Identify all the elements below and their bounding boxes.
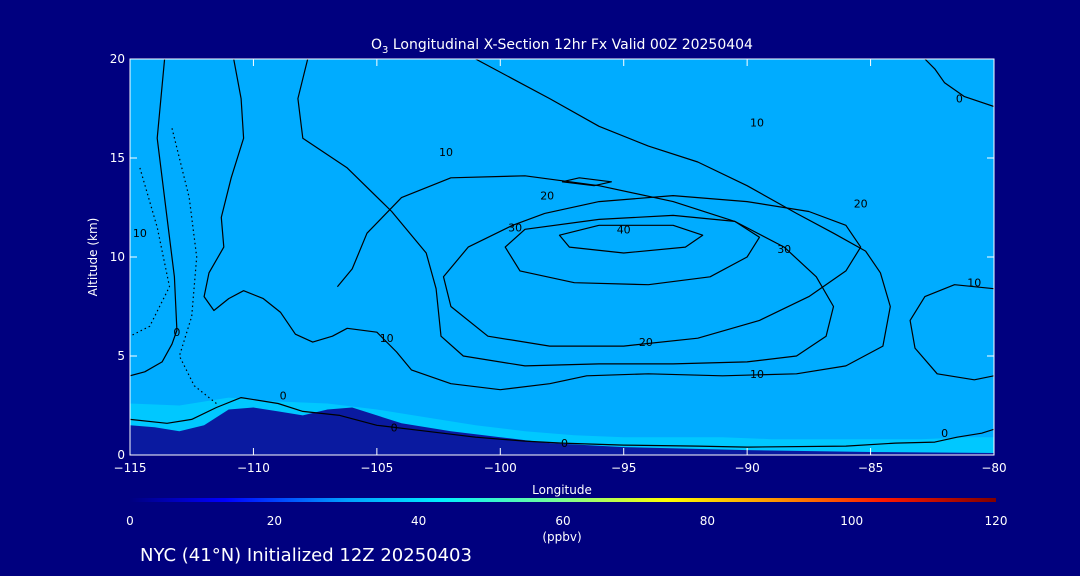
y-tick-label: 10 [110, 250, 125, 264]
footer-initialization-text: NYC (41°N) Initialized 12Z 20250403 [140, 545, 472, 566]
contour-label: 20 [639, 336, 653, 349]
colorbar-unit-label: (ppbv) [542, 530, 581, 544]
contour-label: 10 [750, 368, 764, 381]
contour-label: 0 [280, 390, 287, 403]
colorbar-tick-label: 80 [700, 514, 715, 528]
x-tick-label: −115 [114, 461, 147, 475]
colorbar [130, 498, 996, 502]
y-tick-label: 0 [117, 448, 125, 462]
ozone-concentration-fill [130, 59, 994, 440]
x-tick-label: −90 [734, 461, 759, 475]
ozone-contours [130, 59, 994, 448]
y-tick-label: 15 [110, 151, 125, 165]
x-tick-label: −105 [360, 461, 393, 475]
y-axis-ticks: 0 5 10 15 20 [110, 52, 994, 462]
contour-line [442, 195, 862, 347]
contour-labels: 0 0 0 0 0 0 10 10 10 10 10 10 20 20 20 30 30 40 [133, 93, 981, 451]
contour-label: 0 [391, 421, 398, 434]
y-axis-label: Altitude (km) [86, 218, 100, 297]
colorbar-tick-label: 100 [840, 514, 863, 528]
contour-label: 20 [854, 198, 868, 211]
x-axis-ticks: −115 −110 −105 −100 −95 −90 −85 −80 [114, 59, 1007, 475]
contour-line [558, 224, 704, 254]
contour-line [130, 397, 994, 448]
contour-label: 30 [508, 221, 522, 234]
contour-line [909, 284, 994, 381]
colorbar-tick-label: 20 [267, 514, 282, 528]
contour-line [203, 59, 891, 391]
plot-area: 0 0 0 0 0 0 10 10 10 10 10 10 20 20 20 30 30 40 [130, 59, 994, 455]
colorbar-tick-label: 60 [555, 514, 570, 528]
contour-label: 20 [540, 190, 554, 203]
contour-label: 10 [380, 332, 394, 345]
contour-line [297, 59, 835, 367]
x-axis-label: Longitude [532, 483, 592, 497]
contour-label: 0 [561, 437, 568, 450]
contour-line [561, 177, 613, 187]
contour-line [924, 59, 994, 108]
terrain-surface [130, 407, 994, 455]
colorbar-tick-label: 40 [411, 514, 426, 528]
contour-label: 10 [133, 227, 147, 240]
contour-label: 10 [750, 116, 764, 129]
x-tick-label: −85 [858, 461, 883, 475]
isopleth-band-32 [130, 59, 994, 440]
contour-line-dotted [171, 128, 217, 404]
contour-line-dotted [130, 167, 171, 337]
y-tick-label: 20 [110, 52, 125, 66]
contour-label: 0 [941, 427, 948, 440]
contour-label: 0 [173, 326, 180, 339]
chart-title: O3 Longitudinal X-Section 12hr Fx Valid … [371, 37, 753, 56]
x-tick-label: −100 [484, 461, 517, 475]
contour-label: 30 [777, 243, 791, 256]
x-tick-label: −95 [611, 461, 636, 475]
colorbar-ticks: 0 20 40 60 80 100 120 [126, 514, 1007, 528]
y-tick-label: 5 [117, 349, 125, 363]
colorbar-tick-label: 0 [126, 514, 134, 528]
contour-line [504, 214, 761, 286]
x-tick-label: −80 [981, 461, 1006, 475]
contour-label: 10 [967, 277, 981, 290]
contour-label: 40 [617, 223, 631, 236]
x-tick-label: −110 [237, 461, 270, 475]
contour-label: 10 [439, 146, 453, 159]
contour-line [130, 59, 178, 377]
contour-label: 0 [956, 93, 963, 106]
colorbar-tick-label: 120 [985, 514, 1008, 528]
